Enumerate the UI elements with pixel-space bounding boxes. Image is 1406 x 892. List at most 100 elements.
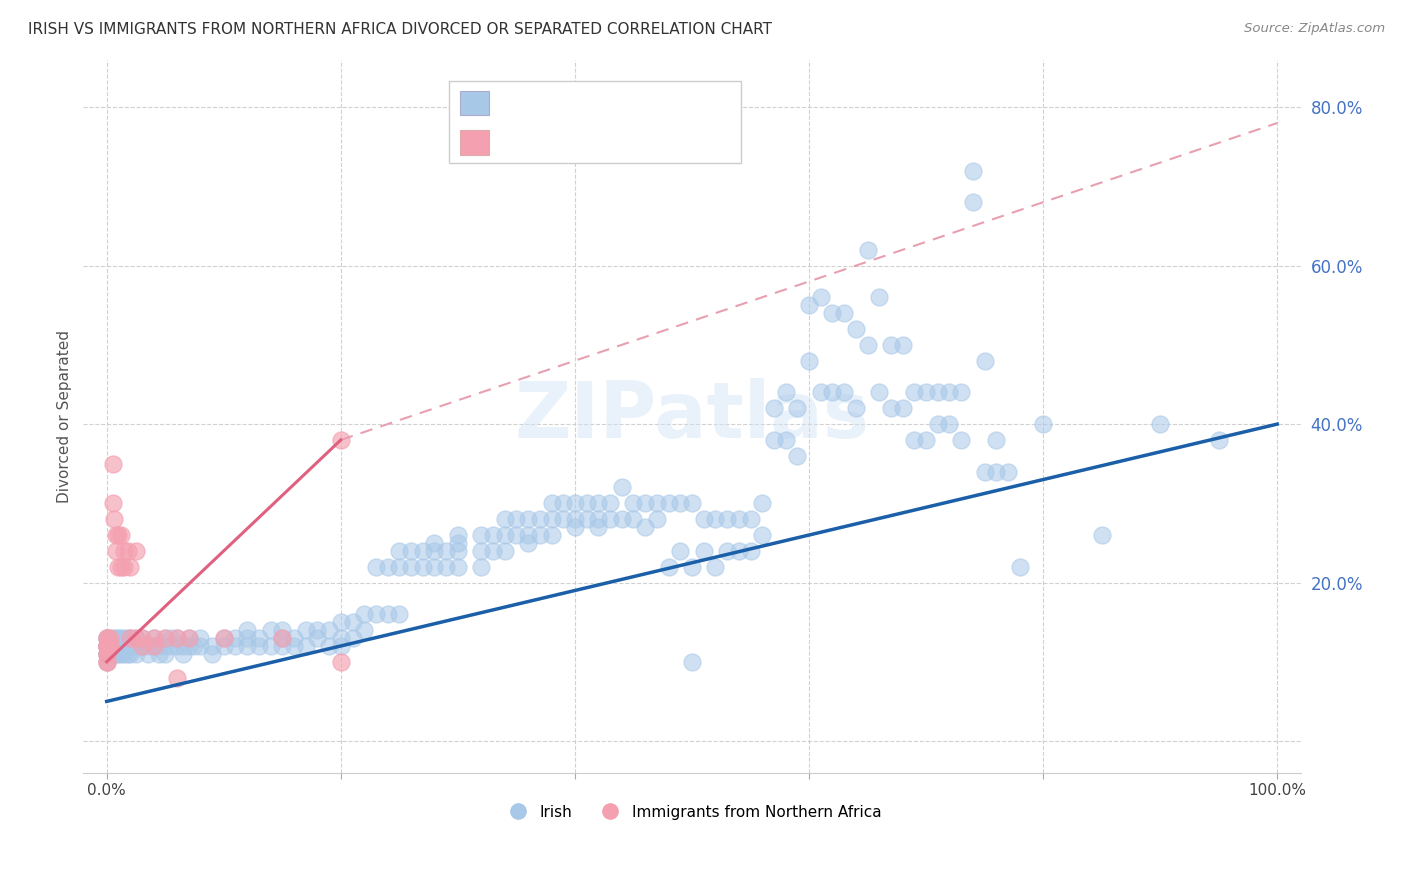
Point [412,559,434,574]
Point [447,544,470,558]
Point [529,528,551,542]
Point [177,631,200,645]
Point [103,512,125,526]
Point [96,639,118,653]
Point [142,631,165,645]
Point [112,639,135,653]
Point [412,544,434,558]
Point [110,631,132,645]
Point [96,631,118,645]
Point [599,512,621,526]
Point [973,465,995,479]
Point [110,528,132,542]
Point [96,647,118,661]
Point [353,623,375,637]
Point [201,647,224,661]
Point [96,655,118,669]
Point [166,639,188,653]
Point [110,639,132,653]
Point [125,544,148,558]
Point [131,631,153,645]
Point [125,639,148,653]
Point [212,631,235,645]
Point [645,496,668,510]
Point [101,496,124,510]
Point [915,385,938,400]
Point [517,536,540,550]
Point [634,496,657,510]
Point [142,639,165,653]
Point [120,559,142,574]
Point [740,544,762,558]
Point [810,385,832,400]
Point [740,512,762,526]
Point [762,433,785,447]
Point [96,647,118,661]
Point [166,631,188,645]
Point [540,512,562,526]
Point [329,433,352,447]
Point [950,385,973,400]
Point [247,631,270,645]
Point [986,433,1008,447]
Point [494,544,516,558]
Point [681,559,703,574]
Point [692,544,714,558]
Point [517,528,540,542]
Point [821,385,844,400]
Point [505,528,527,542]
Point [377,559,399,574]
Point [388,559,411,574]
Point [447,559,470,574]
Point [110,647,132,661]
Point [107,639,129,653]
Point [856,338,879,352]
Point [107,639,129,653]
Point [329,655,352,669]
Point [271,623,294,637]
Point [112,639,135,653]
Point [96,631,118,645]
Point [669,496,692,510]
Point [716,544,738,558]
Point [553,496,575,510]
Point [131,639,153,653]
Point [259,639,281,653]
Point [120,631,142,645]
Point [236,639,259,653]
Point [1208,433,1230,447]
Point [434,544,457,558]
Point [117,639,139,653]
Text: IRISH VS IMMIGRANTS FROM NORTHERN AFRICA DIVORCED OR SEPARATED CORRELATION CHART: IRISH VS IMMIGRANTS FROM NORTHERN AFRICA… [28,22,772,37]
Point [96,639,118,653]
Point [377,607,399,622]
Point [177,631,200,645]
Point [98,639,121,653]
Point [810,290,832,304]
Point [775,385,797,400]
Point [96,639,118,653]
Point [96,647,118,661]
Point [105,528,128,542]
Point [447,528,470,542]
Point [704,559,727,574]
Point [101,457,124,471]
Point [775,433,797,447]
Point [505,512,527,526]
Point [96,647,118,661]
Point [112,544,135,558]
Point [494,512,516,526]
Point [540,528,562,542]
Point [434,559,457,574]
Point [821,306,844,320]
Point [112,631,135,645]
Point [588,512,610,526]
Point [120,639,142,653]
Point [160,631,183,645]
Point [1091,528,1114,542]
Point [399,544,422,558]
Point [962,163,984,178]
Point [997,465,1019,479]
Point [845,401,868,416]
Point [107,639,129,653]
